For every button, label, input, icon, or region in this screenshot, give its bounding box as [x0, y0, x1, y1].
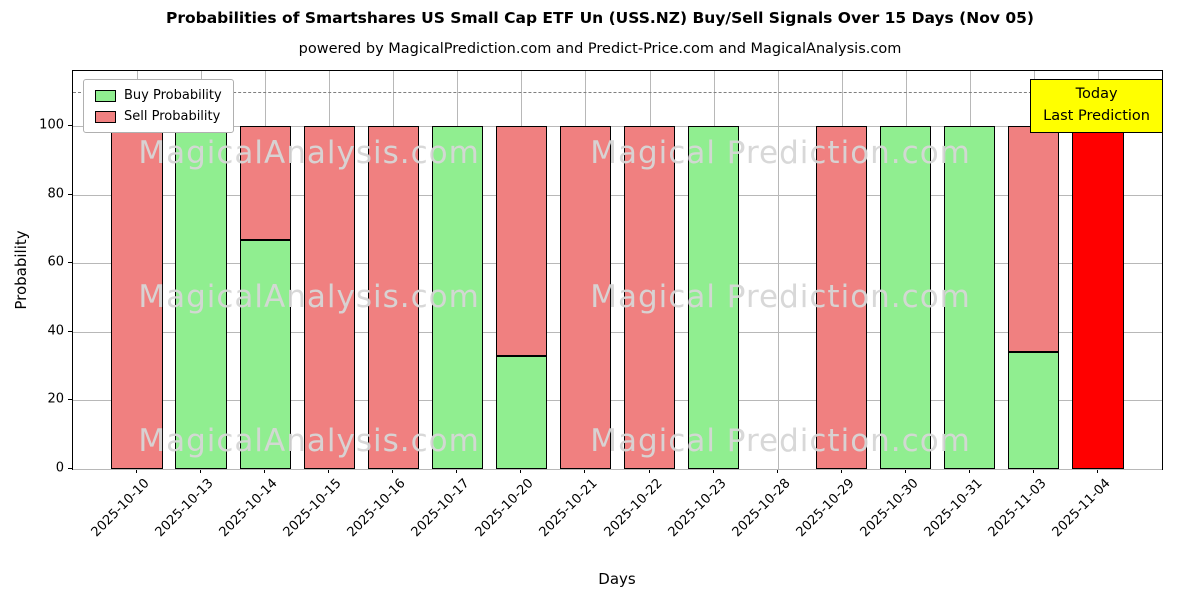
- legend: Buy Probability Sell Probability: [83, 79, 234, 133]
- bar-segment: [1008, 352, 1060, 469]
- y-tick-mark: [68, 124, 72, 126]
- bar-segment: [367, 125, 419, 469]
- y-tick-label: 40: [47, 323, 64, 339]
- y-gridline: [73, 263, 1162, 265]
- y-tick-mark: [68, 468, 72, 469]
- bar-layer: [73, 71, 1162, 469]
- x-tick-label: 2025-10-13: [152, 476, 217, 541]
- x-gridline: [777, 71, 779, 469]
- chart-subtitle: powered by MagicalPrediction.com and Pre…: [298, 41, 902, 57]
- x-tick-mark: [648, 469, 650, 473]
- x-tick-label: 2025-10-10: [88, 476, 153, 541]
- y-tick-mark: [68, 399, 72, 401]
- today-annotation-line1: Today: [1075, 86, 1118, 102]
- watermark-text: MagicalAnalysis.com: [138, 279, 480, 316]
- bar-segment: [431, 125, 483, 469]
- y-tick-mark: [68, 330, 72, 332]
- x-tick-mark: [328, 469, 330, 473]
- watermark-text: Magical Prediction.com: [590, 423, 971, 460]
- x-tick-label: 2025-10-29: [793, 476, 858, 541]
- today-annotation-line2: Last Prediction: [1043, 107, 1150, 124]
- x-tick-mark: [1096, 469, 1098, 473]
- bar-segment: [1072, 125, 1124, 469]
- chart-title: Probabilities of Smartshares US Small Ca…: [165, 9, 1035, 27]
- x-axis-label: Days: [598, 570, 636, 588]
- watermark-text: MagicalAnalysis.com: [138, 134, 480, 171]
- threshold-dashed-line: [73, 91, 1162, 93]
- x-tick-mark: [712, 469, 714, 473]
- x-tick-label: 2025-10-30: [857, 476, 922, 541]
- x-tick-label: 2025-11-04: [1049, 476, 1114, 541]
- x-tick-label: 2025-10-28: [729, 476, 794, 541]
- x-tick-mark: [584, 469, 586, 473]
- x-tick-mark: [520, 469, 522, 473]
- x-tick-mark: [1032, 469, 1034, 473]
- y-gridline: [73, 469, 1162, 470]
- y-tick-label: 100: [39, 117, 64, 133]
- legend-sell-label: Sell Probability: [124, 109, 221, 124]
- y-gridline: [73, 125, 1162, 127]
- x-tick-label: 2025-11-03: [985, 476, 1050, 541]
- x-tick-label: 2025-10-23: [665, 476, 730, 541]
- legend-row-sell: Sell Probability: [95, 109, 222, 124]
- y-gridline: [73, 194, 1162, 196]
- y-tick-mark: [68, 262, 72, 264]
- bar-segment: [495, 125, 548, 356]
- y-tick-label: 60: [47, 254, 64, 270]
- x-tick-mark: [456, 469, 458, 473]
- x-tick-mark: [776, 469, 778, 473]
- bar-segment: [495, 355, 548, 469]
- x-tick-mark: [392, 469, 394, 473]
- x-tick-label: 2025-10-14: [216, 476, 281, 541]
- plot-area: MagicalAnalysis.com Magical Prediction.co…: [72, 70, 1163, 470]
- bar-segment: [559, 125, 612, 469]
- watermark-text: MagicalAnalysis.com: [138, 423, 480, 460]
- today-annotation: Today Last Prediction: [1030, 79, 1163, 133]
- bar-segment: [880, 125, 932, 469]
- x-tick-mark: [840, 469, 842, 473]
- legend-row-buy: Buy Probability: [95, 88, 222, 103]
- bar-segment: [303, 125, 355, 469]
- x-tick-label: 2025-10-17: [408, 476, 473, 541]
- x-tick-mark: [904, 469, 906, 473]
- legend-buy-label: Buy Probability: [124, 88, 222, 103]
- y-tick-label: 80: [47, 186, 64, 202]
- sell-swatch: [95, 110, 116, 123]
- y-axis-label: Probability: [12, 230, 30, 310]
- x-tick-mark: [968, 469, 970, 473]
- x-tick-label: 2025-10-21: [537, 476, 602, 541]
- watermark-text: Magical Prediction.com: [590, 279, 971, 316]
- bar-segment: [1008, 125, 1060, 353]
- y-gridline: [73, 400, 1162, 402]
- x-tick-label: 2025-10-15: [280, 476, 345, 541]
- watermark-text: Magical Prediction.com: [590, 134, 971, 171]
- bar-segment: [816, 125, 868, 469]
- bar-segment: [687, 125, 740, 469]
- x-tick-label: 2025-10-20: [472, 476, 538, 541]
- bar-segment: [944, 125, 996, 469]
- x-tick-label: 2025-10-16: [344, 476, 409, 541]
- bar-segment: [175, 125, 227, 469]
- y-gridline: [73, 331, 1162, 333]
- bar-segment: [239, 125, 291, 241]
- y-tick-mark: [68, 193, 72, 195]
- watermark-layer: MagicalAnalysis.com Magical Prediction.co…: [73, 71, 1162, 469]
- y-tick-label: 0: [55, 460, 64, 476]
- bar-segment: [111, 125, 163, 469]
- x-tick-label: 2025-10-31: [921, 476, 986, 541]
- buy-swatch: [95, 89, 116, 102]
- x-tick-mark: [264, 469, 266, 473]
- bar-segment: [239, 240, 291, 469]
- x-tick-label: 2025-10-22: [601, 476, 666, 541]
- y-tick-label: 20: [47, 391, 64, 407]
- x-tick-mark: [200, 469, 202, 473]
- x-tick-mark: [136, 469, 138, 473]
- bar-segment: [623, 125, 676, 469]
